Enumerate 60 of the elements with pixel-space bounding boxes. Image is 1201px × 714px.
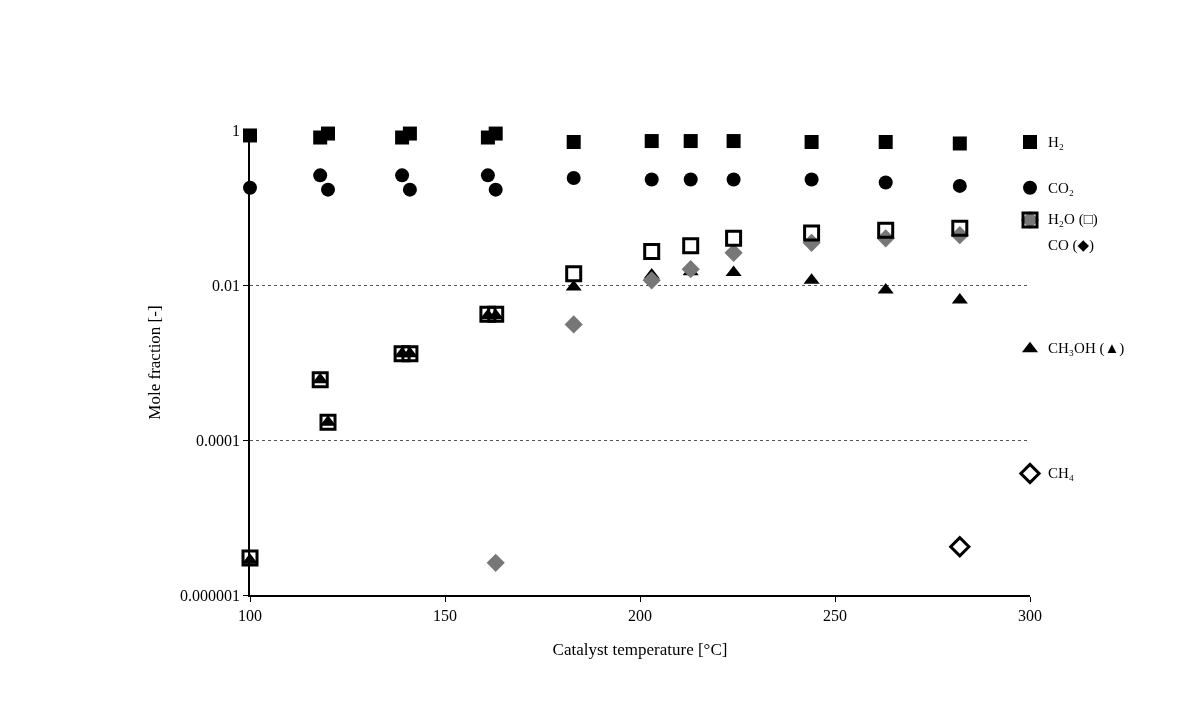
point xyxy=(1019,462,1041,485)
point xyxy=(803,224,821,242)
point xyxy=(395,168,410,183)
y-axis-title: Mole fraction [-] xyxy=(145,305,165,420)
point xyxy=(241,549,259,567)
x-tick-label: 250 xyxy=(823,606,847,624)
point xyxy=(726,134,741,149)
x-tick-label: 300 xyxy=(1018,606,1042,624)
point xyxy=(878,175,893,190)
point xyxy=(1023,180,1037,195)
point xyxy=(480,168,495,183)
point xyxy=(564,315,583,334)
point xyxy=(681,260,700,279)
point xyxy=(1023,135,1037,149)
series-label: CO (◆) xyxy=(1048,237,1095,254)
y-tick-label: 0.000001 xyxy=(180,586,241,604)
point xyxy=(565,265,583,283)
series-label: CH₃OH (▲) xyxy=(1048,340,1125,357)
point xyxy=(642,271,661,290)
point xyxy=(726,172,741,187)
point xyxy=(644,172,659,187)
point xyxy=(402,182,417,197)
point xyxy=(319,413,337,431)
series-label: H₂ xyxy=(1048,134,1065,150)
point xyxy=(804,172,819,187)
point xyxy=(311,371,329,389)
point xyxy=(321,182,335,197)
series-label: H₂O (□) xyxy=(1048,211,1098,228)
y-tick-label: 0.01 xyxy=(212,276,241,294)
x-tick-label: 100 xyxy=(238,606,262,624)
point xyxy=(486,553,505,572)
point xyxy=(951,219,969,237)
series-label: CO₂ xyxy=(1048,180,1075,196)
point xyxy=(566,171,581,186)
point xyxy=(321,126,335,141)
point xyxy=(949,536,971,558)
point xyxy=(878,135,893,149)
y-tick-label: 1 xyxy=(232,121,241,139)
point xyxy=(683,134,698,149)
point xyxy=(804,135,819,149)
point xyxy=(313,168,328,183)
point xyxy=(643,243,661,261)
y-tick-label: 0.0001 xyxy=(196,431,241,449)
point xyxy=(725,229,743,247)
series-label: CH₄ xyxy=(1048,465,1075,481)
point xyxy=(644,134,659,149)
x-tick-label: 200 xyxy=(628,606,652,624)
point xyxy=(488,126,503,141)
point xyxy=(566,135,581,149)
point xyxy=(402,126,417,141)
point xyxy=(877,221,895,239)
x-axis-title: Catalyst temperature [°C] xyxy=(552,639,728,659)
point xyxy=(488,182,503,197)
x-tick-label: 150 xyxy=(433,606,457,624)
point xyxy=(682,237,700,255)
point xyxy=(683,172,698,187)
point xyxy=(401,345,419,363)
point xyxy=(952,136,967,151)
point xyxy=(393,345,411,363)
point xyxy=(952,178,967,193)
